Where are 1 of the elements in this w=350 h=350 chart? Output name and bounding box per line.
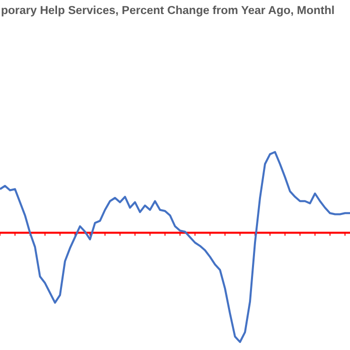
chart-title: porary Help Services, Percent Change from Year Ago, Monthl xyxy=(1,5,335,17)
